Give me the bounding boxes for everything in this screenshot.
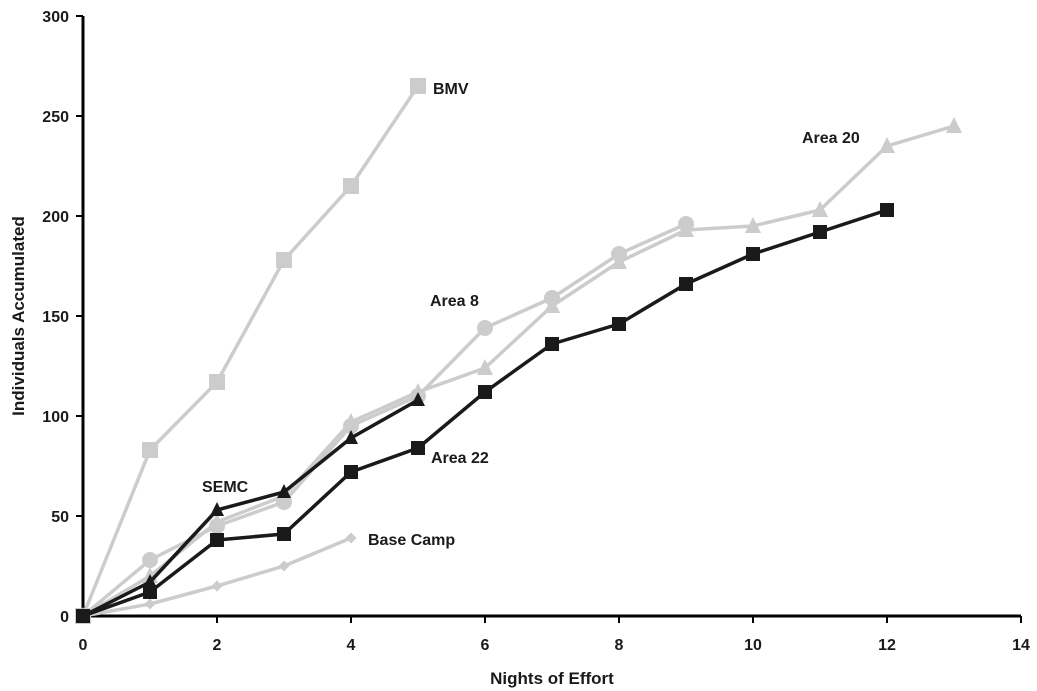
data-point: [277, 484, 291, 498]
data-point: [143, 574, 157, 588]
series-line-area-8: [81, 222, 687, 618]
series-line-base-camp: [82, 536, 352, 618]
y-tick-label: 200: [42, 209, 69, 226]
data-point: [209, 374, 225, 390]
data-point: [679, 277, 693, 291]
x-tick-label: 8: [615, 637, 624, 654]
series-area-22: [76, 203, 894, 623]
data-point: [211, 580, 223, 592]
data-point: [946, 117, 962, 133]
data-point: [76, 609, 90, 623]
data-point: [143, 585, 157, 599]
series-label-bmv: BMV: [433, 81, 469, 98]
data-point: [345, 532, 357, 544]
y-tick-label: 250: [42, 109, 69, 126]
series-line-bmv: [81, 85, 420, 617]
x-tick-label: 12: [878, 637, 896, 654]
data-point: [545, 337, 559, 351]
x-tick-label: 0: [79, 637, 88, 654]
series-labels: BMV Area 20 Area 8 Base Camp SEMC Area 22: [202, 81, 860, 549]
data-point: [344, 430, 358, 444]
y-tick-label: 100: [42, 409, 69, 426]
y-tick-label: 150: [42, 309, 69, 326]
data-point: [812, 201, 828, 217]
data-point: [411, 441, 425, 455]
series-line-area-22: [82, 208, 888, 618]
data-point: [210, 502, 224, 516]
data-point: [343, 418, 359, 434]
series-label-base-camp: Base Camp: [368, 532, 455, 549]
series-line-area-20: [82, 124, 955, 618]
x-tick-label: 2: [213, 637, 222, 654]
data-point: [142, 552, 158, 568]
x-tick-label: 6: [481, 637, 490, 654]
data-point: [880, 203, 894, 217]
data-point: [276, 252, 292, 268]
data-point: [277, 527, 291, 541]
data-point: [343, 178, 359, 194]
data-point: [210, 533, 224, 547]
y-axis-title: Individuals Accumulated: [9, 216, 28, 416]
data-point: [813, 225, 827, 239]
data-point: [611, 246, 627, 262]
series-line-semc: [82, 398, 419, 618]
x-tick-label: 4: [347, 637, 356, 654]
data-point: [411, 392, 425, 406]
data-point: [879, 137, 895, 153]
data-point: [278, 560, 290, 572]
y-tick-label: 0: [60, 609, 69, 626]
data-point: [478, 385, 492, 399]
data-point: [344, 465, 358, 479]
series-label-area-20: Area 20: [802, 130, 860, 147]
data-point: [477, 320, 493, 336]
y-tick-label: 50: [51, 509, 69, 526]
series-label-semc: SEMC: [202, 479, 249, 496]
data-point: [410, 78, 426, 94]
data-point: [209, 518, 225, 534]
x-tick-label: 14: [1012, 637, 1030, 654]
data-point: [745, 217, 761, 233]
data-point: [746, 247, 760, 261]
data-point: [477, 359, 493, 375]
data-point: [612, 317, 626, 331]
series-label-area-22: Area 22: [431, 450, 489, 467]
x-tick-label: 10: [744, 637, 762, 654]
data-point: [144, 598, 156, 610]
series-label-area-8: Area 8: [430, 293, 479, 310]
data-point: [544, 290, 560, 306]
series-layer: [75, 78, 962, 624]
data-point: [142, 442, 158, 458]
data-point: [678, 216, 694, 232]
x-axis-title: Nights of Effort: [490, 669, 614, 688]
axes: 0 50 100 150 200 250 300 0 2 4 6 8 10 12 14: [42, 9, 1030, 654]
y-tick-label: 300: [42, 9, 69, 26]
